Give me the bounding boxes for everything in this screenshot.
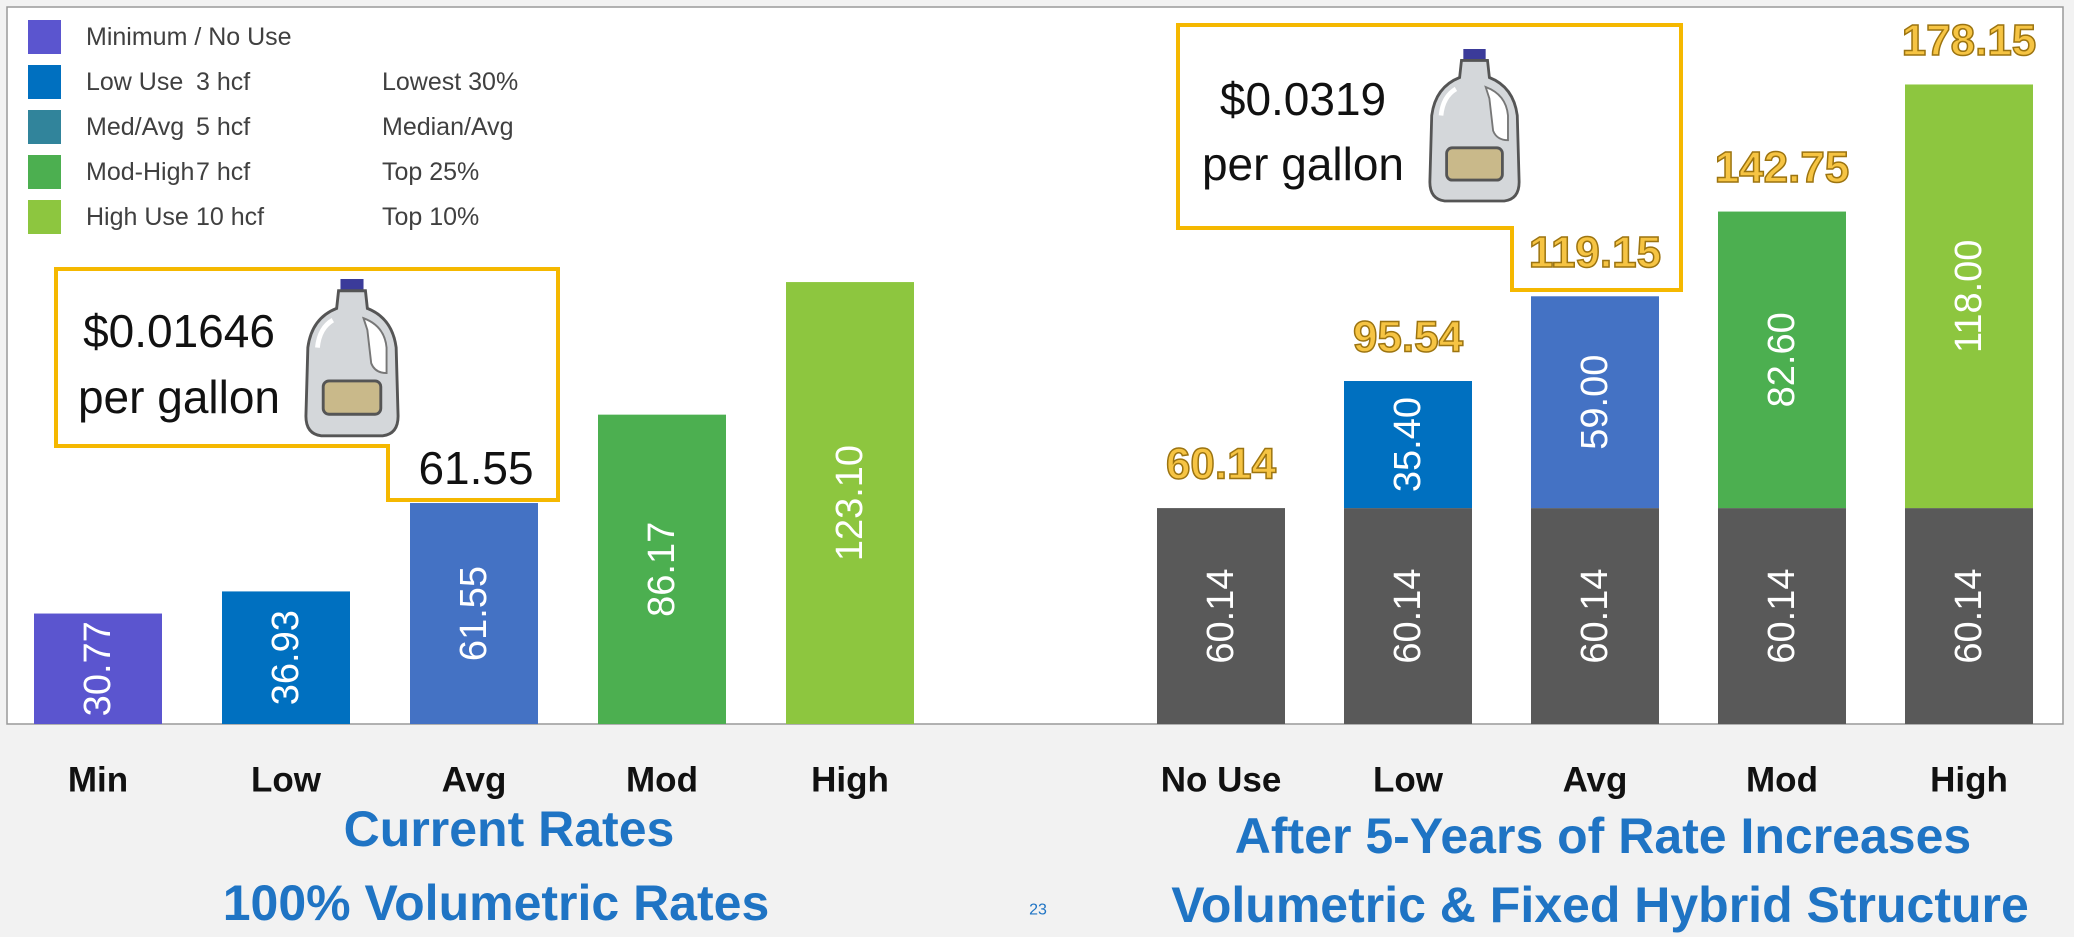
bar — [1531, 296, 1659, 509]
x-tick-label: High — [811, 761, 889, 800]
bar — [1344, 381, 1472, 509]
x-tick-label: High — [1930, 761, 2008, 800]
legend-amount: 3 hcf — [196, 68, 250, 96]
legend-label: Med/Avg — [86, 113, 184, 141]
legend-label: Mod-High — [86, 158, 194, 186]
bar — [1905, 84, 2033, 509]
total-label: 119.15 — [1529, 228, 1661, 277]
x-tick-label: Mod — [1746, 761, 1818, 800]
legend-rank: Top 25% — [382, 158, 479, 186]
x-tick-label: Min — [68, 761, 128, 800]
callout-unit: per gallon — [1202, 138, 1404, 190]
legend: Minimum / No Use Low Use 3 hcf Lowest 30% Me… — [28, 20, 518, 234]
x-tick-label: Avg — [1563, 761, 1628, 800]
legend-amount: 10 hcf — [196, 203, 264, 231]
legend-swatch — [28, 20, 61, 54]
value-label: 30.77 — [77, 621, 119, 716]
value-label: 118.00 — [1948, 240, 1990, 353]
x-tick-label: Mod — [626, 761, 698, 800]
legend-amount: 5 hcf — [196, 113, 250, 141]
x-tick-label: No Use — [1161, 761, 1282, 800]
bar — [1905, 508, 2033, 724]
chart-subtitle: Current Rates — [344, 801, 675, 857]
legend-rank: Median/Avg — [382, 113, 514, 141]
legend-swatch — [28, 200, 61, 234]
bar — [410, 503, 538, 724]
value-label: 61.55 — [453, 566, 495, 661]
bar — [598, 414, 726, 724]
value-label: 60.14 — [1948, 569, 1990, 664]
callout-unit: per gallon — [78, 371, 280, 423]
total-label: 60.14 — [1166, 440, 1277, 489]
total-label: 142.75 — [1715, 143, 1850, 192]
bar — [1531, 508, 1659, 724]
legend-label: Low Use — [86, 68, 183, 96]
page-number: 23 — [1029, 902, 1047, 919]
value-label: 36.93 — [265, 610, 307, 705]
legend-amount: 7 hcf — [196, 158, 250, 186]
callout-price: $0.0319 — [1220, 73, 1386, 125]
total-label: 95.54 — [1353, 313, 1464, 362]
chart-subtitle: After 5-Years of Rate Increases — [1235, 808, 1971, 864]
value-label: 59.00 — [1574, 355, 1616, 450]
value-label: 86.17 — [641, 522, 683, 617]
bars: 30.77 36.93 61.55 86.17 123.10 Min Low Avg Mod Hi… — [34, 15, 2037, 933]
value-label: 82.60 — [1761, 312, 1803, 407]
x-tick-label: Low — [1373, 761, 1444, 800]
value-label: 35.40 — [1387, 397, 1429, 492]
value-label: 60.14 — [1574, 569, 1616, 664]
x-tick-label: Avg — [442, 761, 507, 800]
legend-swatch — [28, 110, 61, 144]
callout-value: 61.55 — [418, 442, 533, 494]
bar — [1157, 508, 1285, 724]
legend-label: Minimum / No Use — [86, 23, 292, 51]
legend-swatch — [28, 155, 61, 189]
legend-label: High Use — [86, 203, 189, 231]
bar — [1718, 211, 1846, 509]
value-label: 123.10 — [829, 445, 871, 561]
value-label: 60.14 — [1387, 569, 1429, 664]
legend-swatch — [28, 65, 61, 99]
bar — [34, 613, 162, 724]
value-label: 60.14 — [1761, 569, 1803, 664]
total-label: 178.15 — [1902, 16, 2037, 65]
value-label: 60.14 — [1200, 569, 1242, 664]
bar — [222, 591, 350, 724]
bar — [1344, 508, 1472, 724]
x-tick-label: Low — [251, 761, 322, 800]
callout-price: $0.01646 — [83, 305, 275, 357]
bar — [786, 282, 914, 724]
bar — [1718, 508, 1846, 724]
callout-box — [1176, 23, 1683, 292]
legend-rank: Top 10% — [382, 203, 479, 231]
legend-rank: Lowest 30% — [382, 68, 518, 96]
chart-subtitle: 100% Volumetric Rates — [223, 875, 770, 931]
chart-subtitle: Volumetric & Fixed Hybrid Structure — [1171, 877, 2029, 933]
